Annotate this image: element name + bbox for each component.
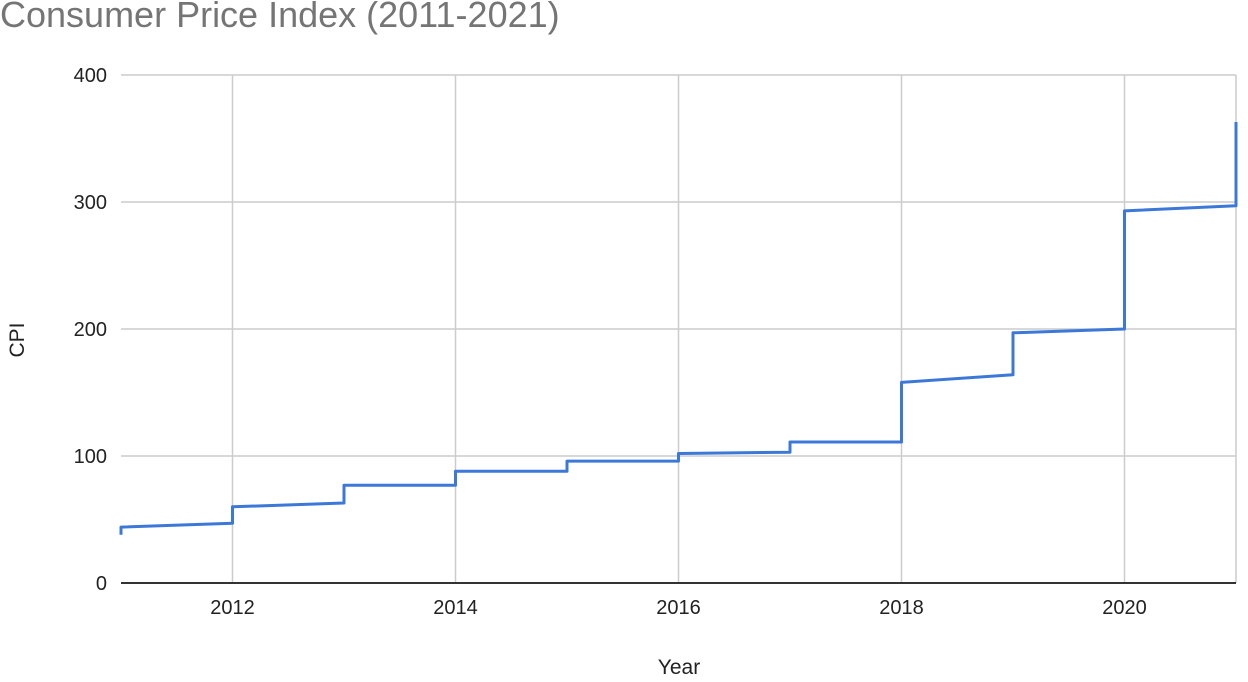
series-line-0 (119, 121, 1238, 535)
x-tick-label-2020: 2020 (1102, 597, 1147, 619)
series-layer (119, 121, 1238, 535)
x-axis-label: Year (658, 656, 700, 679)
tick-labels: 0 100 200 300 400 2012 2014 2016 2018 2020 (74, 65, 1147, 619)
chart-title: Consumer Price Index (2011-2021) (0, 0, 560, 35)
x-tick-label-2014: 2014 (433, 597, 478, 619)
y-axis-label: CPI (6, 322, 29, 357)
y-tick-label-200: 200 (74, 319, 107, 341)
y-tick-label-300: 300 (74, 192, 107, 214)
x-tick-label-2018: 2018 (879, 597, 924, 619)
y-tick-label-0: 0 (96, 573, 107, 595)
x-tick-label-2012: 2012 (210, 597, 255, 619)
x-tick-label-2016: 2016 (656, 597, 701, 619)
gridlines (121, 74, 1237, 583)
y-tick-label-400: 400 (74, 65, 107, 87)
y-tick-label-100: 100 (74, 446, 107, 468)
